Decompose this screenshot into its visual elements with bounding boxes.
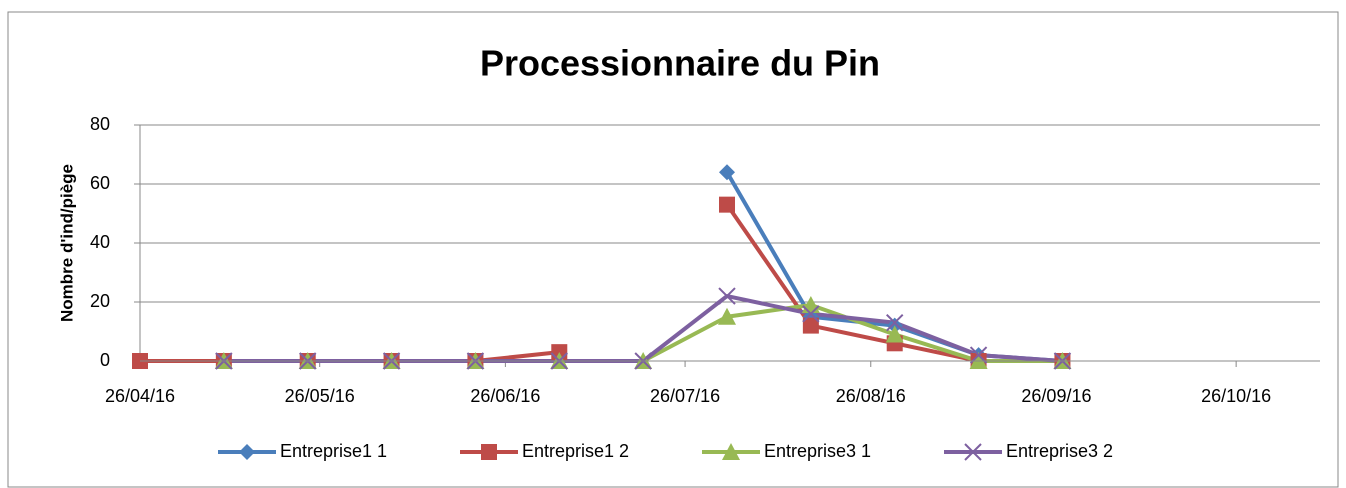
chart-title: Processionnaire du Pin bbox=[480, 43, 880, 84]
marker bbox=[802, 305, 820, 323]
x-tick-label: 26/07/16 bbox=[650, 386, 720, 406]
legend-label: Entreprise3 2 bbox=[1006, 441, 1113, 461]
x-tick-label: 26/04/16 bbox=[105, 386, 175, 406]
y-tick-label: 0 bbox=[100, 350, 110, 370]
x-tick-label: 26/09/16 bbox=[1021, 386, 1091, 406]
marker bbox=[719, 196, 736, 213]
marker bbox=[718, 287, 736, 305]
y-tick-label: 20 bbox=[90, 291, 110, 311]
y-tick-label: 40 bbox=[90, 232, 110, 252]
chart-frame bbox=[7, 11, 1339, 488]
marker bbox=[964, 443, 982, 461]
legend-label: Entreprise3 1 bbox=[764, 441, 871, 461]
marker bbox=[718, 307, 737, 325]
legend-label: Entreprise1 1 bbox=[280, 441, 387, 461]
marker bbox=[886, 313, 904, 332]
marker bbox=[969, 346, 988, 364]
x-tick-label: 26/08/16 bbox=[836, 386, 906, 406]
marker bbox=[885, 325, 904, 343]
marker bbox=[481, 444, 497, 460]
x-tick-label: 26/10/16 bbox=[1201, 386, 1271, 406]
marker bbox=[722, 443, 740, 460]
marker bbox=[802, 317, 819, 334]
marker bbox=[719, 164, 736, 181]
marker bbox=[239, 444, 255, 460]
y-tick-label: 80 bbox=[90, 114, 110, 134]
x-tick-label: 26/05/16 bbox=[285, 386, 355, 406]
legend-label: Entreprise1 2 bbox=[522, 441, 629, 461]
y-axis-label: Nombre d'ind/piège bbox=[57, 164, 76, 322]
y-tick-label: 60 bbox=[90, 173, 110, 193]
x-tick-label: 26/06/16 bbox=[470, 386, 540, 406]
